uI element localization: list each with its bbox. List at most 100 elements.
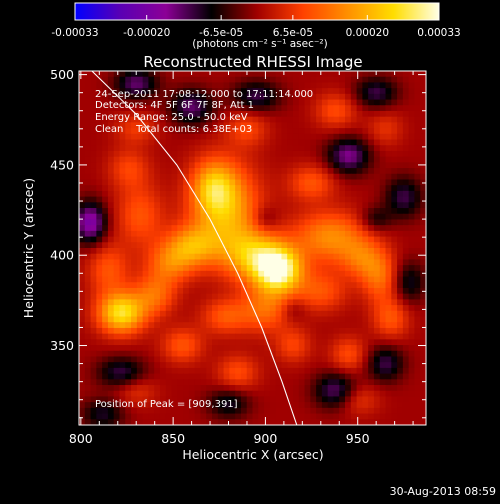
heatmap-cell [84, 88, 92, 95]
heatmap-cell [304, 282, 311, 289]
heatmap-cell [148, 253, 155, 261]
heatmap-cell [212, 402, 219, 409]
heatmap-cell [362, 253, 369, 261]
heatmap-cell [397, 282, 404, 289]
heatmap-cell [368, 225, 375, 232]
heatmap-cell [333, 230, 340, 238]
heatmap-cell [200, 248, 207, 255]
heatmap-cell [414, 156, 421, 163]
heatmap-cell [229, 385, 236, 392]
heatmap-cell [194, 93, 202, 101]
heatmap-cell [333, 339, 340, 346]
heatmap-cell [96, 173, 103, 181]
heatmap-cell [345, 299, 352, 306]
heatmap-cell [90, 276, 97, 283]
heatmap-cell [264, 173, 271, 181]
heatmap-cell [368, 356, 375, 363]
heatmap-cell [79, 350, 86, 358]
heatmap-cell [159, 162, 167, 169]
heatmap-cell [275, 196, 283, 203]
heatmap-cell [217, 322, 225, 329]
heatmap-cell [148, 419, 155, 425]
heatmap-cell [154, 367, 161, 375]
heatmap-cell [240, 128, 248, 135]
heatmap-cell [229, 310, 236, 318]
heatmap-cell [316, 88, 323, 95]
heatmap-cell [321, 379, 329, 386]
heatmap-cell [171, 236, 178, 243]
heatmap-cell [223, 339, 230, 346]
heatmap-cell [212, 310, 219, 318]
heatmap-cell [420, 110, 426, 118]
heatmap-cell [131, 402, 138, 409]
heatmap-cell [420, 230, 426, 238]
heatmap-cell [362, 128, 369, 135]
heatmap-cell [223, 322, 230, 329]
heatmap-cell [206, 128, 213, 135]
heatmap-cell [402, 190, 410, 198]
heatmap-cell [292, 390, 300, 398]
heatmap-cell [212, 139, 219, 146]
heatmap-cell [408, 265, 416, 272]
heatmap-cell [264, 230, 271, 238]
heatmap-cell [113, 185, 121, 192]
heatmap-cell [90, 356, 97, 363]
heatmap-cell [183, 128, 190, 135]
heatmap-cell [333, 253, 340, 261]
heatmap-cell [79, 139, 86, 146]
heatmap-cell [206, 253, 213, 261]
heatmap-cell [194, 105, 202, 112]
heatmap-cell [362, 350, 369, 358]
heatmap-cell [373, 88, 381, 95]
heatmap-cell [327, 128, 335, 135]
heatmap-cell [171, 345, 178, 352]
heatmap-cell [171, 253, 178, 261]
heatmap-cell [275, 190, 283, 198]
heatmap-cell [229, 362, 236, 369]
heatmap-cell [96, 185, 103, 192]
heatmap-cell [113, 413, 121, 420]
heatmap-cell [90, 413, 97, 420]
heatmap-cell [385, 293, 392, 300]
heatmap-cell [350, 419, 358, 425]
heatmap-cell [194, 128, 202, 135]
heatmap-cell [119, 270, 126, 278]
heatmap-cell [125, 407, 132, 415]
heatmap-cell [408, 156, 416, 163]
heatmap-cell [154, 110, 161, 118]
heatmap-cell [362, 99, 369, 106]
heatmap-cell [246, 190, 254, 198]
heatmap-cell [165, 327, 173, 335]
heatmap-cell [171, 367, 178, 375]
heatmap-cell [269, 208, 277, 215]
heatmap-cell [258, 225, 265, 232]
heatmap-cell [113, 168, 121, 175]
heatmap-cell [240, 407, 248, 415]
heatmap-cell [304, 322, 311, 329]
heatmap-cell [84, 185, 92, 192]
heatmap-cell [200, 173, 207, 181]
heatmap-cell [154, 93, 161, 101]
heatmap-cell [131, 230, 138, 238]
heatmap-cell [281, 236, 288, 243]
heatmap-cell [113, 322, 121, 329]
heatmap-cell [142, 373, 149, 380]
heatmap-cell [229, 88, 236, 95]
heatmap-cell [397, 373, 404, 380]
heatmap-cell [212, 208, 219, 215]
heatmap-cell [240, 305, 248, 312]
heatmap-cell [107, 219, 115, 226]
heatmap-cell [125, 339, 132, 346]
heatmap-cell [159, 407, 167, 415]
heatmap-cell [177, 345, 184, 352]
heatmap-cell [119, 310, 126, 318]
heatmap-cell [373, 299, 381, 306]
heatmap-cell [350, 225, 358, 232]
heatmap-cell [339, 219, 346, 226]
heatmap-cell [223, 236, 230, 243]
heatmap-cell [385, 202, 392, 209]
heatmap-cell [397, 339, 404, 346]
heatmap-cell [159, 362, 167, 369]
heatmap-cell [397, 345, 404, 352]
heatmap-cell [223, 71, 230, 78]
